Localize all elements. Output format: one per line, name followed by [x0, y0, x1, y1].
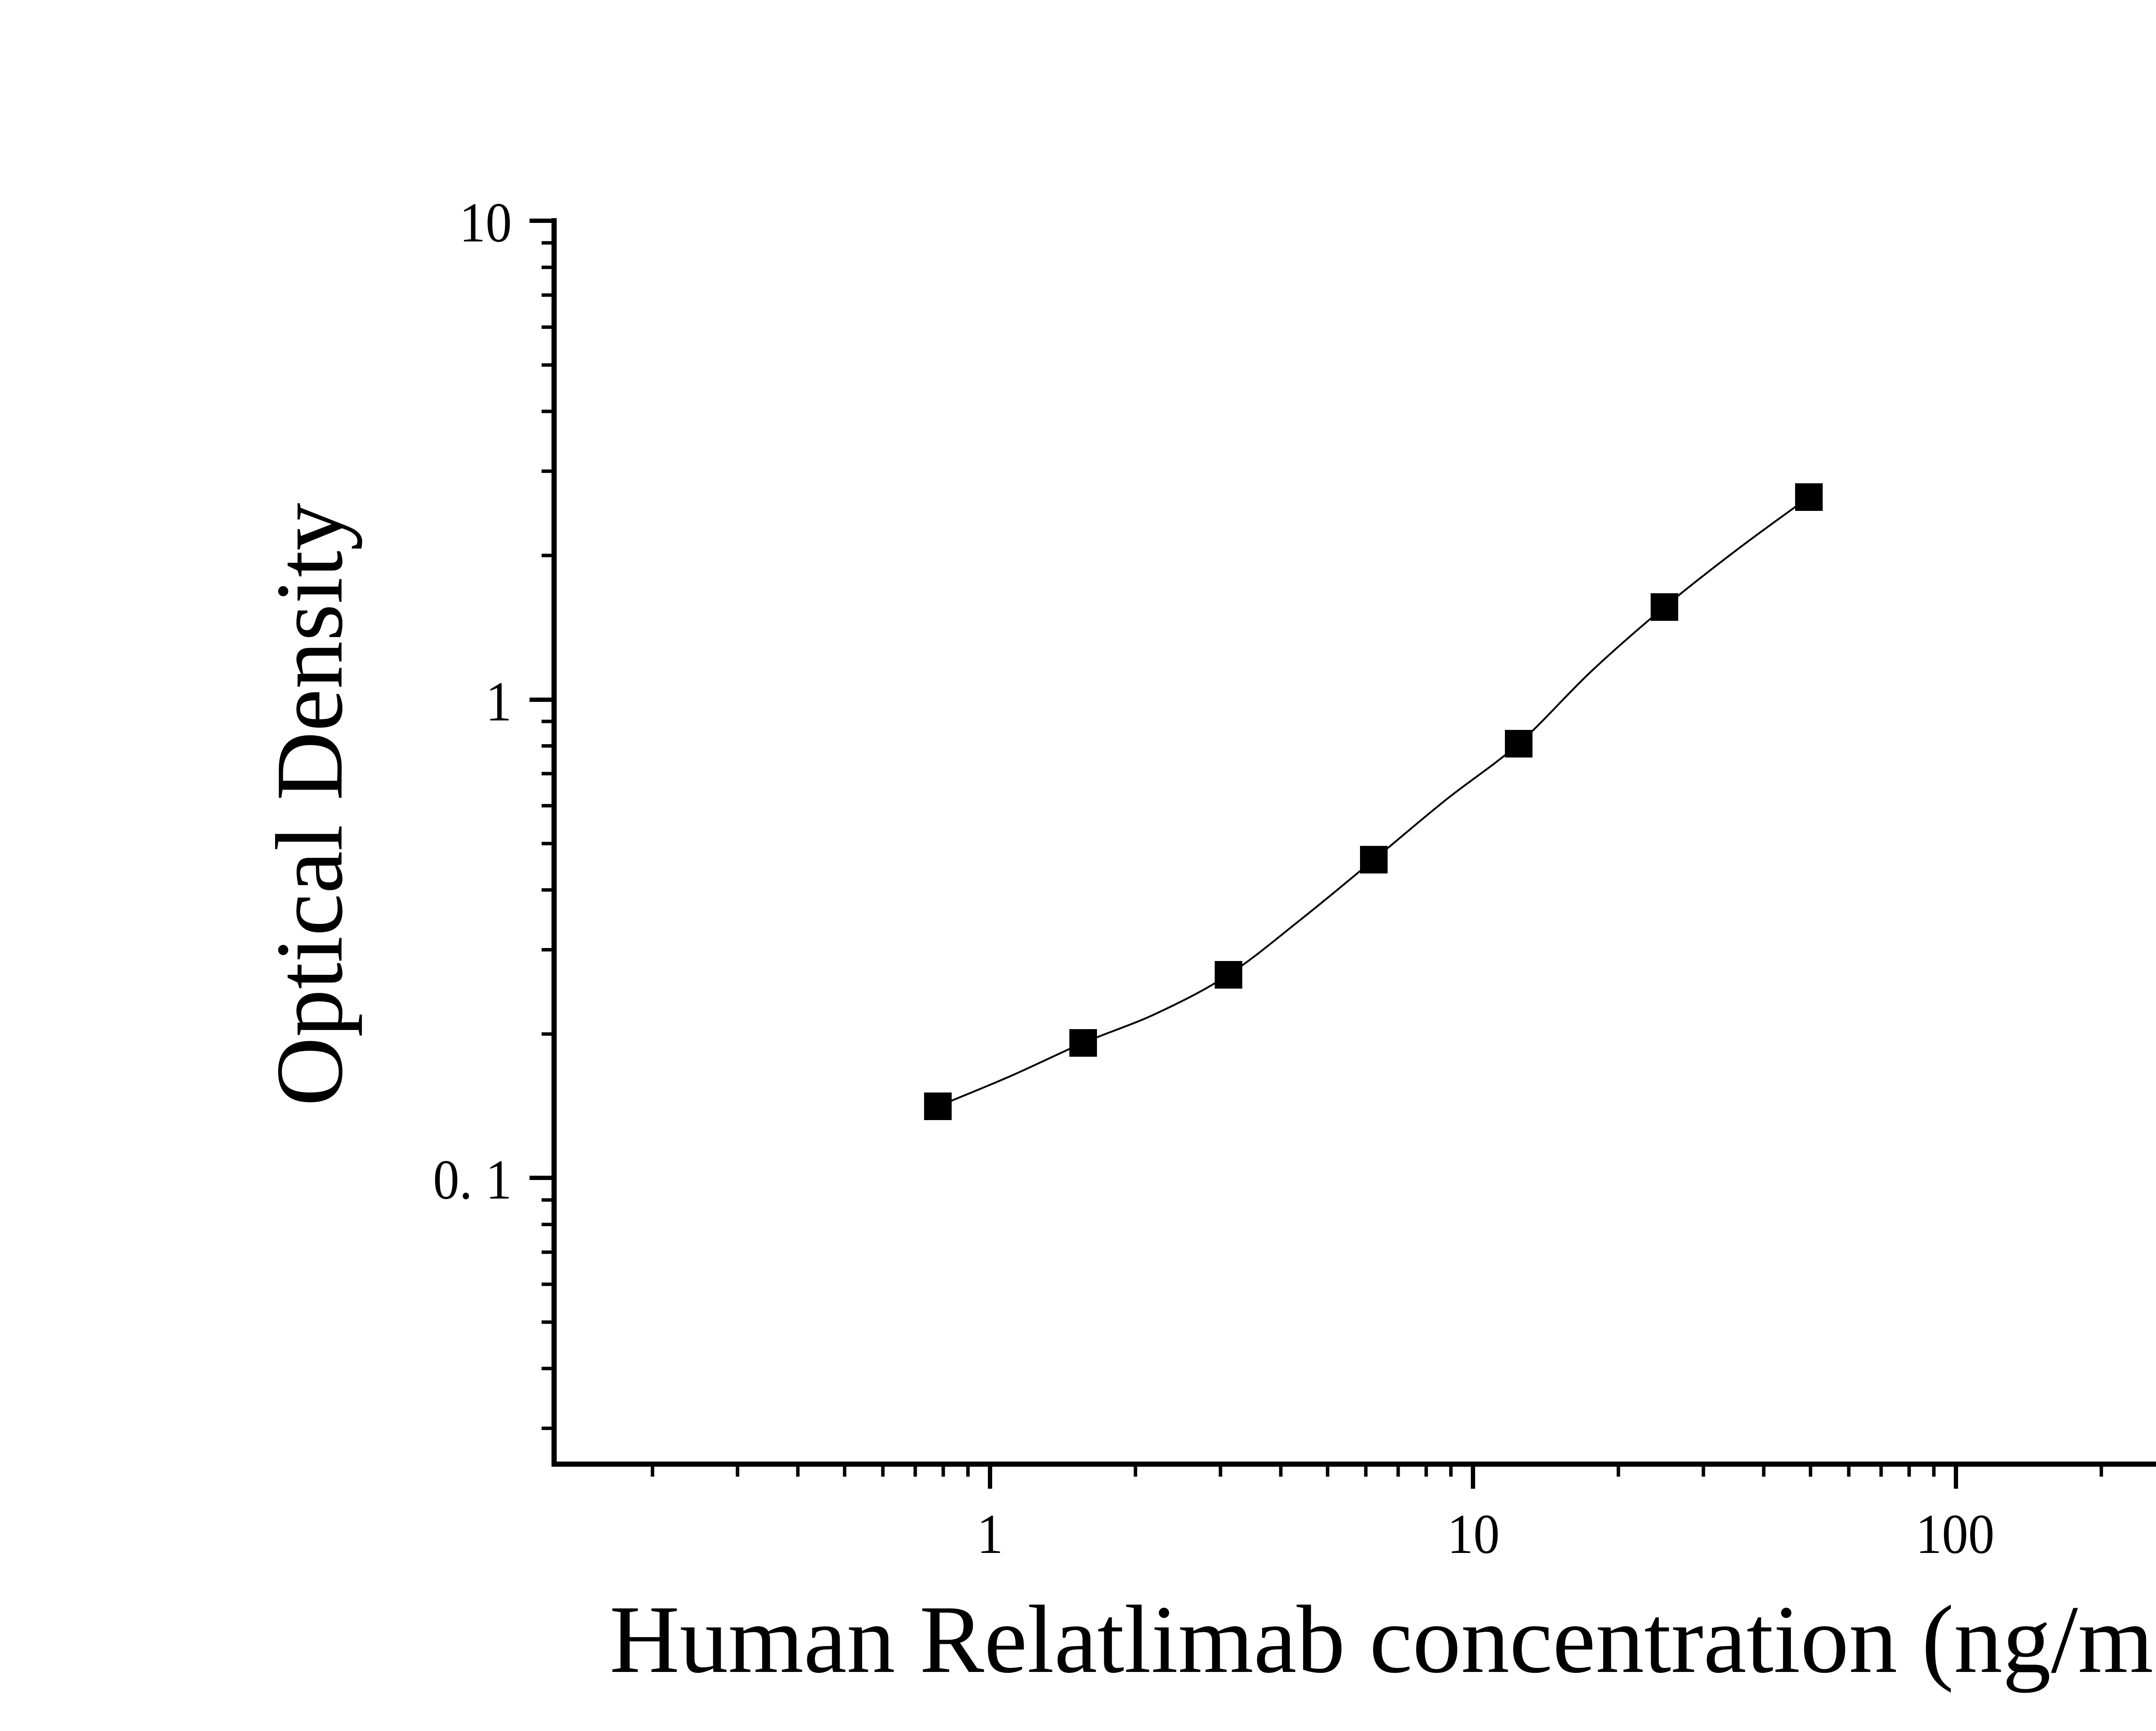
svg-text:10: 10 — [459, 191, 512, 254]
svg-text:1: 1 — [977, 1503, 1003, 1565]
svg-text:100: 100 — [1916, 1503, 1995, 1565]
svg-text:1: 1 — [486, 670, 512, 733]
svg-text:0. 1: 0. 1 — [433, 1149, 512, 1211]
svg-text:Optical Density: Optical Density — [257, 503, 363, 1106]
svg-text:Human Relatlimab concentration: Human Relatlimab concentration (ng/mL) — [610, 1585, 2156, 1693]
svg-text:10: 10 — [1447, 1503, 1500, 1565]
